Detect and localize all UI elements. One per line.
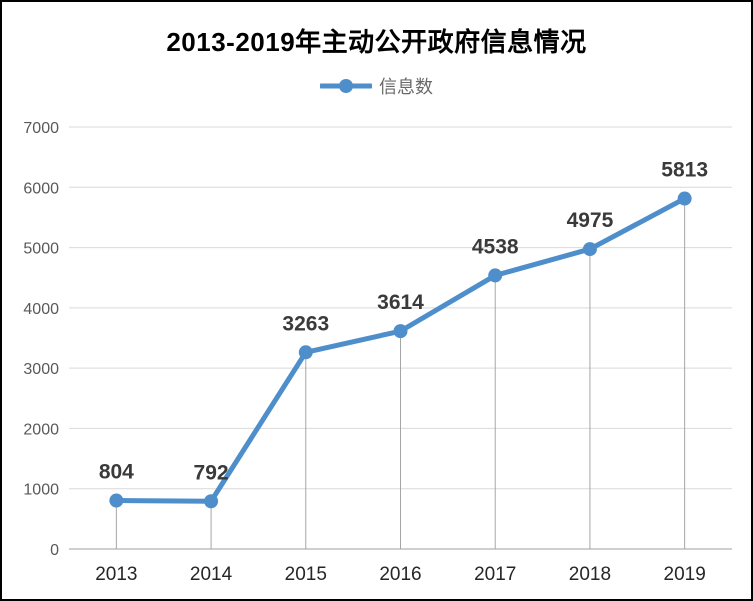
data-point-marker bbox=[298, 345, 313, 360]
data-point-marker bbox=[204, 494, 219, 509]
x-axis-label: 2013 bbox=[95, 564, 137, 585]
legend-line-marker-icon bbox=[320, 79, 372, 93]
data-label: 4538 bbox=[472, 235, 519, 258]
data-label: 792 bbox=[194, 461, 229, 484]
legend: 信息数 bbox=[2, 73, 751, 99]
y-tick-label: 5000 bbox=[23, 241, 59, 258]
data-point-marker bbox=[393, 324, 408, 339]
x-axis-label: 2014 bbox=[190, 564, 233, 585]
data-label: 4975 bbox=[567, 209, 614, 232]
y-tick-label: 6000 bbox=[23, 180, 59, 197]
y-tick-label: 1000 bbox=[23, 482, 59, 499]
legend-series-label: 信息数 bbox=[379, 77, 433, 97]
y-tick-label: 2000 bbox=[23, 421, 59, 438]
chart-title: 2013-2019年主动公开政府信息情况 bbox=[166, 27, 587, 57]
y-tick-label: 3000 bbox=[23, 361, 59, 378]
y-tick-label: 7000 bbox=[23, 120, 59, 137]
x-axis-label: 2016 bbox=[379, 564, 421, 585]
x-axis-label: 2018 bbox=[569, 564, 611, 585]
data-point-marker bbox=[109, 493, 124, 508]
x-axis-label: 2015 bbox=[285, 564, 327, 585]
data-label: 5813 bbox=[661, 159, 708, 182]
y-tick-label: 0 bbox=[50, 542, 59, 559]
data-label: 804 bbox=[99, 461, 134, 484]
data-point-marker bbox=[582, 242, 597, 257]
y-tick-label: 4000 bbox=[23, 301, 59, 318]
data-label: 3263 bbox=[282, 312, 329, 335]
data-label: 3614 bbox=[377, 291, 424, 314]
data-point-marker bbox=[488, 268, 503, 283]
x-axis-label: 2017 bbox=[474, 564, 516, 585]
data-point-marker bbox=[677, 191, 692, 206]
x-axis-label: 2019 bbox=[664, 564, 706, 585]
